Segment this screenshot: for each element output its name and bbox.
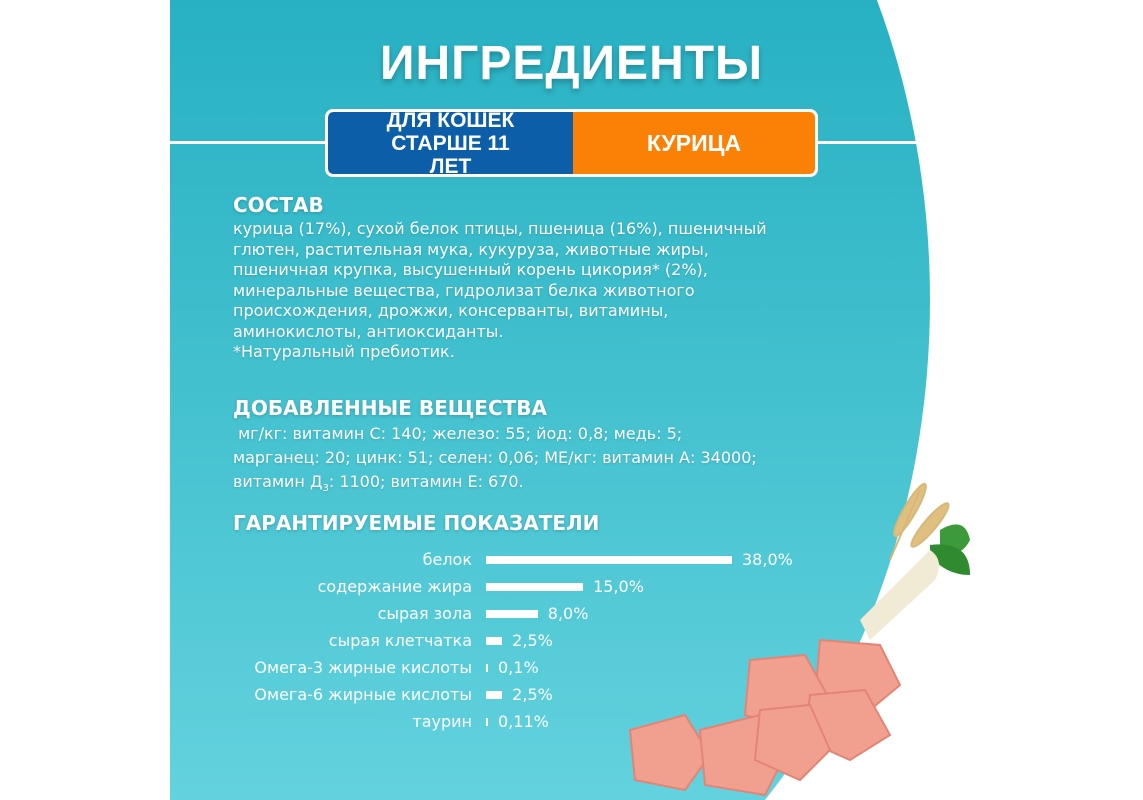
bar [486, 582, 584, 591]
bar [486, 609, 538, 618]
bar-value-label: 38,0% [742, 550, 793, 569]
chart-row: сырая зола 8,0% [230, 600, 793, 627]
bar-value-label: 2,5% [512, 631, 553, 650]
bar-label: таурин [412, 712, 472, 731]
chart-row: сырая клетчатка 2,5% [230, 627, 793, 654]
composition-text: курица (17%), сухой белок птицы, пшеница… [233, 219, 767, 363]
product-badge: ДЛЯ КОШЕК СТАРШЕ 11 ЛЕТ КУРИЦА [325, 109, 818, 177]
bar [486, 690, 503, 699]
chart-row: Омега-3 жирные кислоты 0,1% [230, 654, 793, 681]
additives-heading: ДОБАВЛЕННЫЕ ВЕЩЕСТВА [233, 396, 548, 420]
audience-badge: ДЛЯ КОШЕК СТАРШЕ 11 ЛЕТ [328, 112, 573, 174]
additives-line: мг/кг: витамин С: 140; железо: 55; йод: … [233, 424, 683, 443]
composition-line: минеральные вещества, гидролизат белка ж… [233, 280, 695, 300]
composition-line: происхождения, дрожжи, консерванты, вита… [233, 301, 669, 320]
bar-value-label: 15,0% [593, 577, 644, 596]
bar-label: Омега-3 жирные кислоты [254, 658, 472, 677]
bar [486, 636, 503, 645]
bar-label: сырая зола [377, 604, 472, 623]
bar-value-label: 2,5% [512, 685, 553, 704]
bar-value-label: 8,0% [547, 604, 589, 623]
chart-row: таурин 0,11% [230, 708, 793, 735]
composition-line: пшеничная крупка, высушенный корень цико… [233, 260, 708, 279]
chart-title: ГАРАНТИРУЕМЫЕ ПОКАЗАТЕЛИ [233, 511, 600, 535]
flavor-badge: КУРИЦА [573, 112, 815, 174]
bar-label: сырая клетчатка [328, 631, 472, 650]
bar-value-label: 0,1% [498, 658, 539, 677]
bar [486, 555, 732, 564]
chart-row: белок 38,0% [230, 546, 793, 573]
page-title: ИНГРЕДИЕНТЫ [379, 37, 764, 90]
composition-heading: СОСТАВ [233, 193, 324, 217]
bar-value-label: 0,11% [498, 712, 549, 731]
bar-label: белок [422, 550, 472, 569]
subscript: 3 [322, 483, 329, 495]
bar [486, 663, 488, 672]
chart-row: Омега-6 жирные кислоты 2,5% [230, 681, 793, 708]
bar-label: содержание жира [317, 577, 472, 596]
composition-line: глютен, растительная мука, кукуруза, жив… [233, 239, 709, 259]
nutrient-bar-chart: белок 38,0% содержание жира 15,0% сырая зола… [230, 546, 793, 735]
composition-line: *Натуральный пребиотик. [233, 342, 455, 361]
additives-text-part: : 1100; витамин Е: 670. [328, 472, 524, 491]
composition-line: курица (17%), сухой белок птицы, пшеница… [233, 219, 767, 238]
bar [486, 717, 488, 726]
bar-label: Омега-6 жирные кислоты [254, 685, 472, 704]
additives-text: мг/кг: витамин С: 140; железо: 55; йод: … [233, 422, 757, 501]
additives-line: марганец: 20; цинк: 51; селен: 0,06; МЕ/… [233, 448, 757, 467]
wheat-and-parsnip-illustration [860, 482, 970, 640]
additives-text-part: витамин Д [233, 472, 323, 491]
composition-line: аминокислоты, антиоксиданты. [233, 321, 504, 341]
chart-row: содержание жира 15,0% [230, 573, 793, 600]
additives-line: витамин Д3: 1100; витамин Е: 670. [233, 470, 757, 501]
chicken-pieces-illustration [628, 638, 902, 797]
